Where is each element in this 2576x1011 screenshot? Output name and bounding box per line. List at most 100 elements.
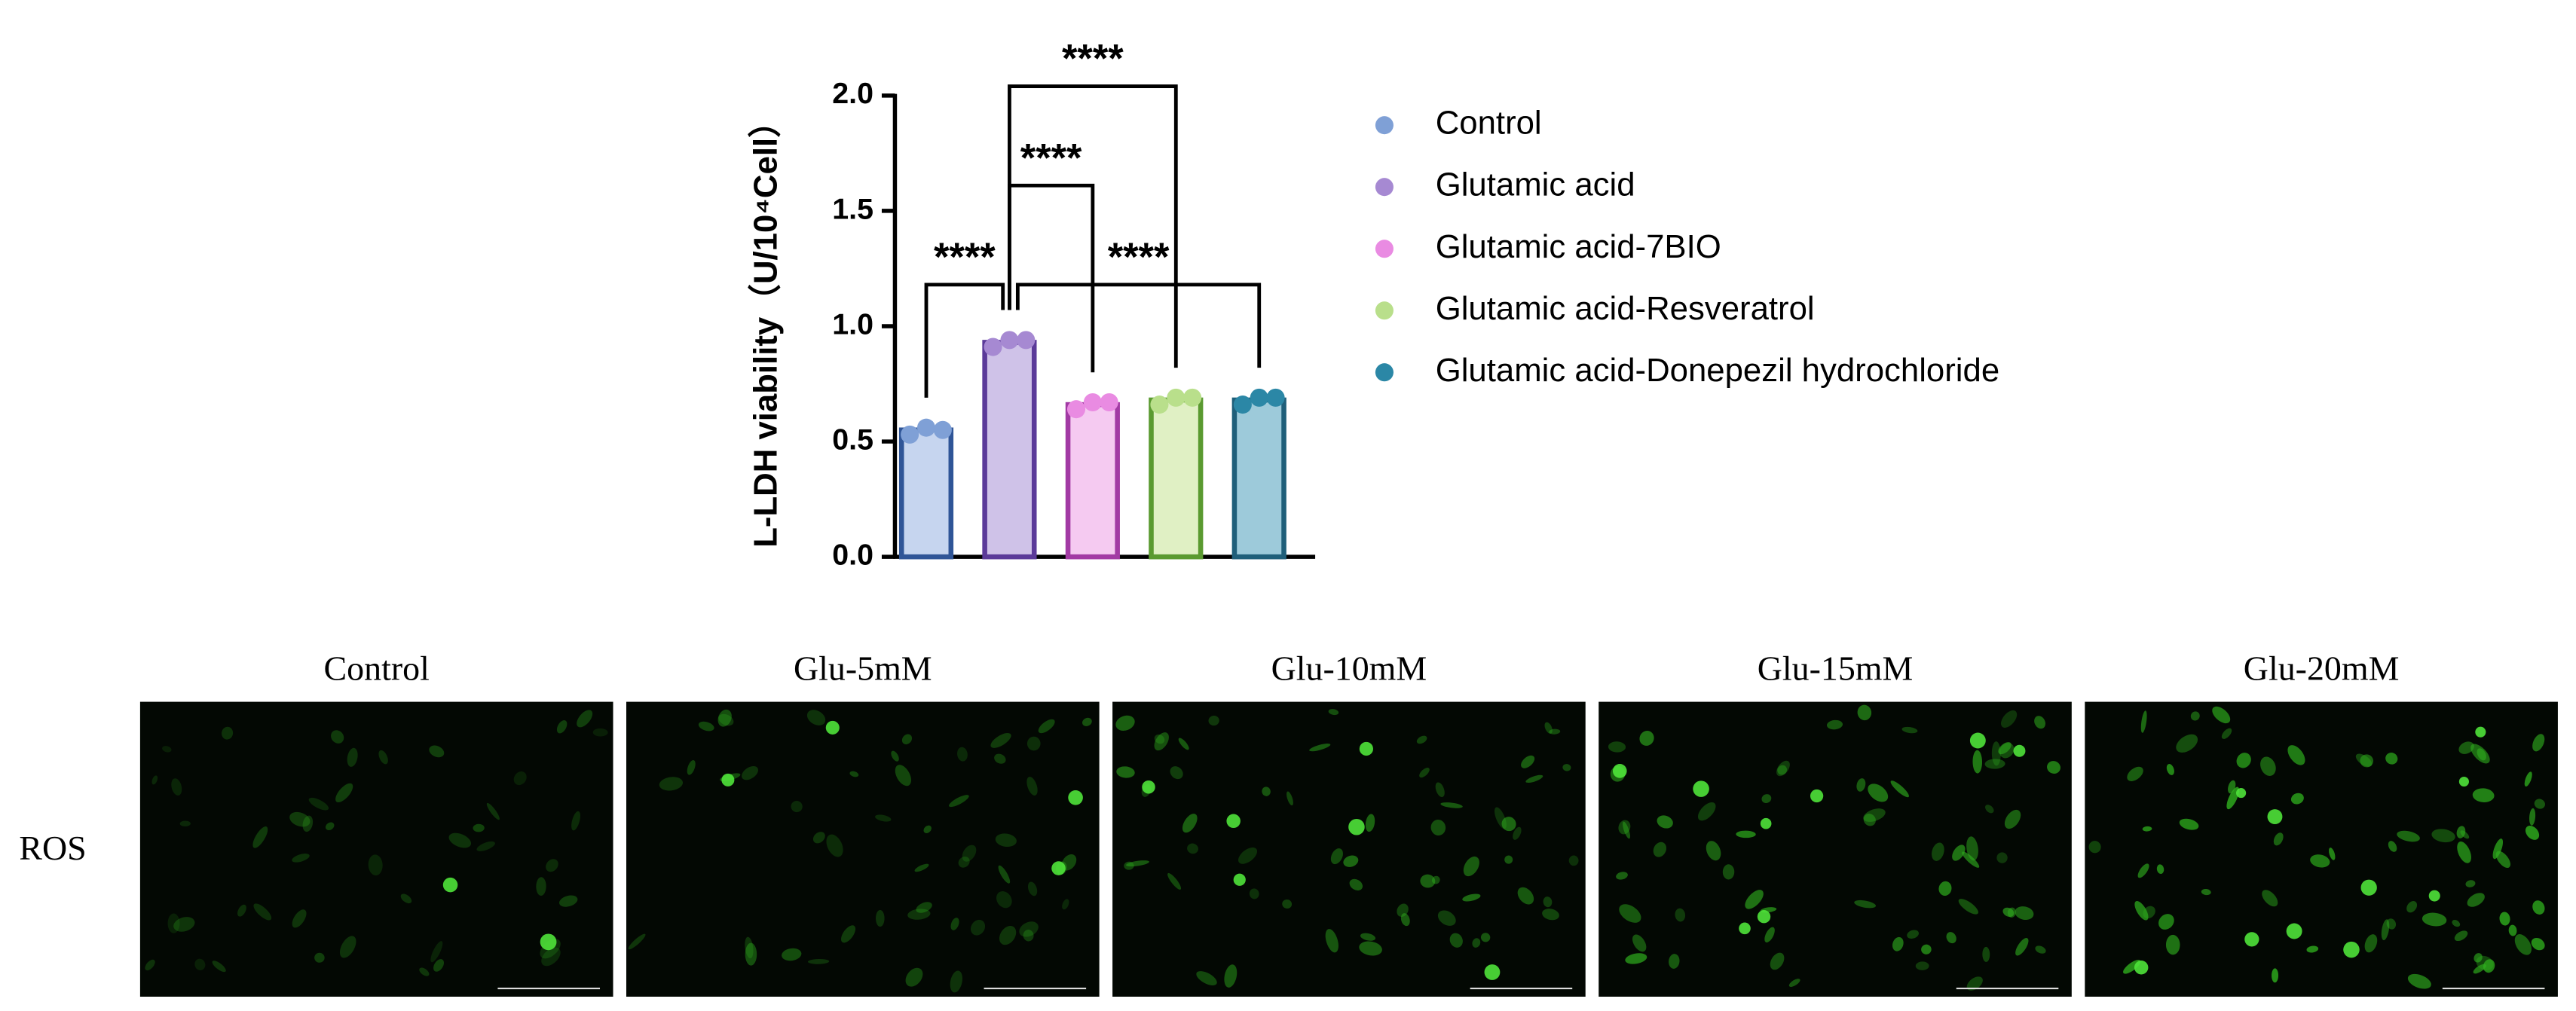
cell [2407,973,2431,989]
cell [2134,900,2149,921]
cell [302,815,314,832]
cell [1365,814,1375,832]
significance-label: **** [1108,235,1170,279]
cell [782,948,802,961]
cell [2458,741,2474,754]
cell [1286,791,1293,806]
cell [907,909,931,920]
cell [1857,704,1872,721]
bright-cell [721,773,735,787]
data-point [1183,388,1202,407]
cell [1359,941,1382,956]
micrograph [2085,701,2558,997]
cell [2532,734,2545,752]
cell [2015,906,2034,920]
cell [2472,788,2495,802]
cell [1608,741,1626,753]
cell [2388,841,2397,852]
cell [577,710,593,728]
data-point [1233,396,1252,414]
significance-label: **** [1062,37,1124,81]
bright-cell [2134,961,2149,975]
cell [429,745,445,758]
cell [2156,864,2165,874]
cell [179,820,191,827]
cell [1495,807,1507,829]
cell [1170,766,1183,780]
cell [806,710,826,725]
cell [2474,953,2483,963]
bright-cell [1348,818,1365,835]
cell [2524,771,2532,787]
cell [2508,924,2517,936]
cell [1440,802,1463,808]
cell [1623,821,1631,839]
cell [2287,745,2305,765]
cell [1826,719,1843,730]
cell [2452,920,2461,927]
cell [1890,780,1909,798]
cell [1669,954,1680,969]
cell [2470,744,2490,764]
cell [1966,836,1978,861]
significance-bracket [1008,84,1178,368]
cell [1026,777,1038,796]
cell [1543,896,1553,908]
bar [982,340,1037,560]
cell [1549,728,1561,735]
bright-cell [2236,788,2247,799]
cell [1966,976,1983,991]
cell [2273,832,2284,846]
column-title: Glu-10mM [1271,649,1427,688]
cell [2047,761,2060,774]
bright-cell [2286,923,2302,939]
cell [2454,930,2468,942]
cell [2532,900,2545,915]
bright-cell [1760,817,1772,829]
cell [1991,741,2001,766]
cell [2127,766,2143,781]
cell [659,777,684,791]
cell [950,970,963,993]
cell [2143,906,2155,919]
cell [1632,934,1647,952]
cell [2002,907,2015,917]
cell [2236,753,2251,768]
cell [901,734,913,745]
cell [1946,932,1956,944]
data-point [1066,400,1086,419]
y-axis-label: L-LDH viability（U/10⁴Cell） [748,105,785,548]
column-title: Control [324,649,430,688]
cell [962,845,977,862]
column-title: Glu-20mM [2244,649,2400,688]
cell [1430,819,1446,835]
cell [994,753,1006,764]
cell [812,832,825,844]
cell [237,904,246,917]
cell [2015,938,2029,956]
cell [2406,900,2418,913]
cell [1397,903,1409,917]
cell [1282,899,1293,909]
cell [253,903,272,921]
cell [2176,734,2198,753]
cell [875,814,892,822]
data-point [1167,388,1186,407]
cell [1653,841,1667,857]
cell [1462,893,1481,902]
cell [347,747,358,767]
bright-cell [2475,726,2486,738]
cell [998,865,1011,884]
cell [1562,764,1571,771]
cell [2310,854,2330,868]
cell [2360,754,2374,768]
cell [1892,936,1904,951]
legend-label: Glutamic acid-7BIO [1436,228,1721,265]
cell [556,720,568,734]
cell [546,859,558,872]
cell [742,765,759,780]
cell [996,891,1012,909]
bright-cell [1233,873,1246,886]
cell [1921,944,1932,954]
cell [592,728,608,737]
